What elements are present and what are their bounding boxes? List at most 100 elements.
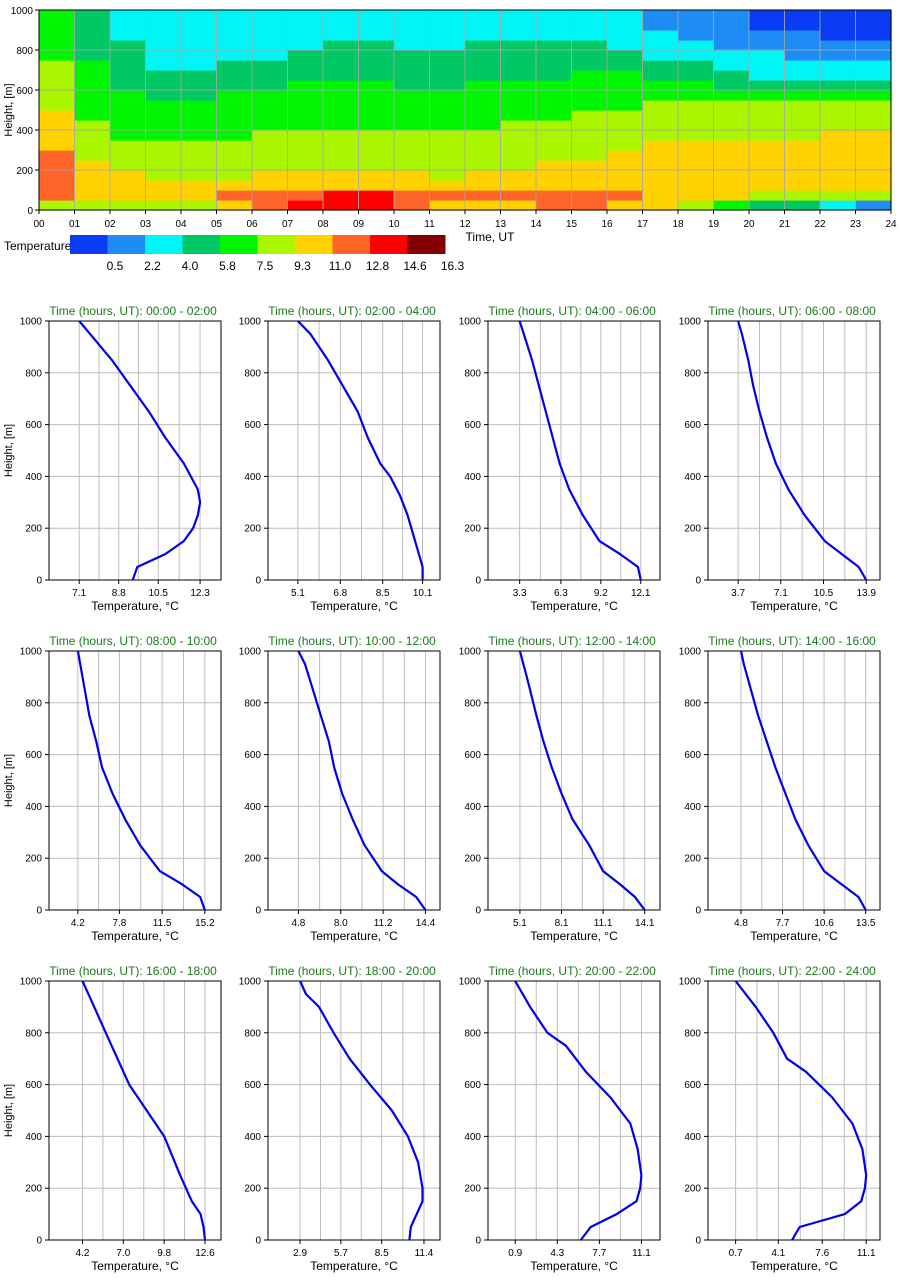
profile-ytick-label: 200 [464, 1184, 481, 1195]
profile-frame [487, 650, 661, 911]
heatmap-cell [820, 160, 857, 171]
heatmap-cell [181, 100, 218, 111]
heatmap-cell [642, 160, 679, 171]
colorbar-tick-label: 4.0 [182, 259, 199, 273]
profile-ytick-label: 1000 [679, 647, 702, 658]
heatmap-cell [145, 80, 182, 91]
heatmap-xtick-label: 05 [211, 219, 223, 230]
profile-ytick-label: 600 [684, 1080, 701, 1091]
heatmap-cell [749, 60, 786, 71]
heatmap-cell [287, 70, 324, 81]
heatmap-cell [287, 110, 324, 121]
heatmap-cell [394, 140, 431, 151]
profile-temperature-line [299, 980, 424, 1241]
profile-ytick-label: 1000 [239, 317, 262, 328]
heatmap-cell [287, 50, 324, 61]
heatmap-cell [287, 160, 324, 171]
heatmap-cell [216, 60, 253, 71]
heatmap-cell [820, 10, 857, 21]
heatmap-cell [394, 170, 431, 181]
heatmap-cell [394, 80, 431, 91]
heatmap-cell [74, 180, 111, 191]
profile-temperature-line [739, 650, 867, 911]
heatmap-cell [216, 10, 253, 21]
heatmap-cell [465, 160, 502, 171]
heatmap-ytick-label: 200 [16, 166, 33, 177]
heatmap-cell [110, 100, 147, 111]
heatmap-cell [39, 40, 76, 51]
heatmap-cell [39, 10, 76, 21]
profile-title-range: 08:00 - 10:00 [143, 634, 217, 648]
profile-frame [48, 320, 222, 581]
heatmap-cell [110, 50, 147, 61]
profile-title-range: 14:00 - 16:00 [802, 634, 876, 648]
heatmap-cell [110, 160, 147, 171]
heatmap-cell [252, 180, 289, 191]
profile-title-range: 02:00 - 04:00 [362, 304, 436, 318]
heatmap-cell [678, 170, 715, 181]
heatmap-cell [571, 30, 608, 41]
heatmap-cell [678, 90, 715, 101]
heatmap-cell [607, 160, 644, 171]
profile-xtick-label: 9.2 [594, 588, 608, 599]
profile-frame [707, 320, 881, 581]
heatmap-cell [642, 40, 679, 51]
heatmap-cell [571, 90, 608, 101]
heatmap-cell [287, 140, 324, 151]
heatmap-cell [181, 30, 218, 41]
profile-title: Time (hours, UT): 12:00 - 14:00 [488, 634, 656, 648]
heatmap-cell [749, 90, 786, 101]
heatmap-cell [216, 200, 253, 211]
heatmap-cell [39, 180, 76, 191]
profile-ylabel: Height, [m] [3, 754, 15, 807]
profile-xtick-label: 8.0 [334, 918, 348, 929]
profile-title-prefix: Time (hours, UT): [268, 304, 362, 318]
profile-panel: Time (hours, UT): 14:00 - 16:00 0 200 400 60… [679, 634, 881, 943]
heatmap-cell [642, 90, 679, 101]
heatmap-cell [678, 20, 715, 31]
heatmap-cell [607, 90, 644, 101]
heatmap-cell [252, 130, 289, 141]
heatmap-cell [749, 70, 786, 81]
heatmap-cell [145, 110, 182, 121]
profile-xtick-label: 5.1 [513, 918, 527, 929]
heatmap-cell [678, 60, 715, 71]
heatmap-cell [642, 180, 679, 191]
heatmap-cell [110, 60, 147, 71]
heatmap-cell [216, 40, 253, 51]
heatmap-cell [678, 110, 715, 121]
heatmap-cell [181, 150, 218, 161]
heatmap-cell [394, 150, 431, 161]
profile-xtick-label: 14.4 [416, 918, 436, 929]
heatmap-cell [855, 200, 892, 211]
heatmap-cell [678, 190, 715, 201]
heatmap-cell [820, 60, 857, 71]
profile-ytick-label: 800 [25, 368, 42, 379]
heatmap-cell [429, 190, 466, 201]
colorbar: Temperature, °C 0.5 2.2 4.0 5.8 7.5 9.3 11.0 12.… [4, 235, 465, 273]
heatmap-cell [749, 50, 786, 61]
heatmap-cell [536, 100, 573, 111]
profile-ytick-label: 1000 [239, 977, 262, 988]
heatmap-cell [571, 150, 608, 161]
heatmap-cell [855, 110, 892, 121]
heatmap-cell [74, 120, 111, 131]
profile-xlabel: Temperature, °C [750, 599, 838, 613]
heatmap-cell [287, 40, 324, 51]
profile-ytick-label: 600 [684, 750, 701, 761]
profile-panel: Time (hours, UT): 20:00 - 22:00 0 200 400 60… [459, 964, 661, 1273]
heatmap-cell [465, 140, 502, 151]
heatmap-cell [500, 80, 537, 91]
heatmap-cell [713, 140, 750, 151]
heatmap-cell [642, 30, 679, 41]
heatmap-cell [465, 30, 502, 41]
profile-xtick-label: 7.7 [592, 1248, 606, 1259]
profile-ytick-label: 400 [25, 472, 42, 483]
profile-ytick-label: 0 [36, 1236, 42, 1247]
heatmap-xtick-label: 16 [601, 219, 613, 230]
heatmap-cell [749, 120, 786, 131]
profile-title-prefix: Time (hours, UT): [268, 634, 362, 648]
profile-grid [708, 981, 880, 1240]
heatmap-ytick-label: 600 [16, 86, 33, 97]
heatmap-cell [252, 60, 289, 71]
